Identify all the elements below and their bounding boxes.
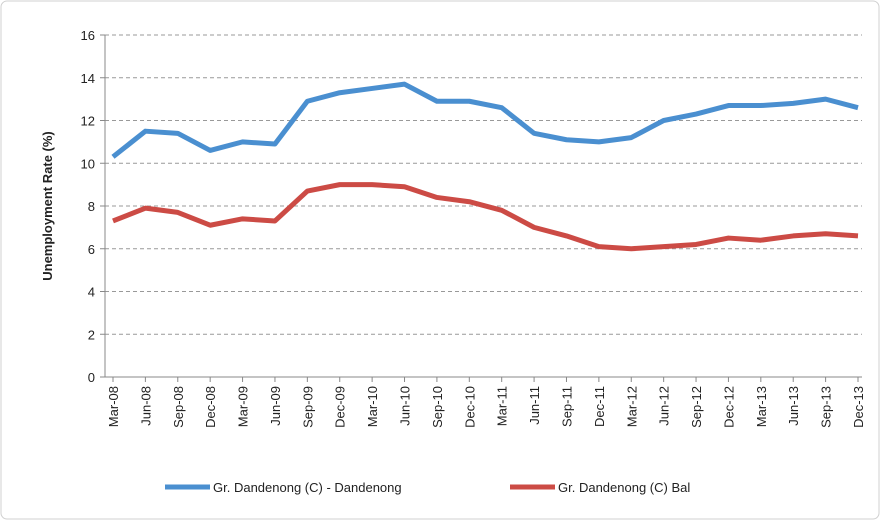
x-tick-label: Sep-11 bbox=[559, 386, 574, 427]
y-tick-label: 6 bbox=[88, 242, 95, 257]
legend-label: Gr. Dandenong (C) Bal bbox=[558, 480, 690, 495]
line-series bbox=[112, 182, 859, 252]
x-tick-label: Mar-13 bbox=[754, 386, 769, 427]
x-tick-label: Jun-11 bbox=[527, 386, 542, 425]
x-tick-label: Sep-10 bbox=[430, 386, 445, 428]
x-tick-label: Mar-12 bbox=[624, 386, 639, 427]
x-tick-label: Dec-12 bbox=[721, 386, 736, 428]
x-tick-label: Mar-10 bbox=[365, 386, 380, 427]
y-tick-label: 12 bbox=[81, 114, 95, 129]
x-tick-label: Mar-08 bbox=[106, 386, 121, 427]
x-tick-label: Sep-09 bbox=[300, 386, 315, 428]
x-tick-label: Jun-09 bbox=[268, 386, 283, 426]
y-tick-label: 14 bbox=[81, 71, 95, 86]
x-tick-label: Sep-12 bbox=[689, 386, 704, 428]
x-tick-label: Jun-13 bbox=[786, 386, 801, 426]
x-tick-label: Dec-09 bbox=[333, 386, 348, 428]
x-tick-label: Jun-08 bbox=[138, 386, 153, 426]
x-tick-label: Mar-09 bbox=[236, 386, 251, 427]
line-series bbox=[111, 81, 859, 159]
y-tick-label: 10 bbox=[81, 156, 95, 171]
y-tick-label: 0 bbox=[88, 370, 95, 385]
x-tick-label: Dec-11 bbox=[592, 386, 607, 427]
y-tick-label: 16 bbox=[81, 28, 95, 43]
x-tick-label: Dec-13 bbox=[851, 386, 866, 428]
x-tick-label: Jun-12 bbox=[657, 386, 672, 426]
x-tick-label: Dec-10 bbox=[462, 386, 477, 428]
y-axis-label: Unemployment Rate (%) bbox=[40, 131, 55, 281]
x-tick-label: Jun-10 bbox=[398, 386, 413, 426]
x-tick-label: Sep-13 bbox=[819, 386, 834, 428]
x-tick-label: Sep-08 bbox=[171, 386, 186, 428]
y-tick-label: 2 bbox=[88, 327, 95, 342]
legend-label: Gr. Dandenong (C) - Dandenong bbox=[213, 480, 402, 495]
x-tick-label: Dec-08 bbox=[203, 386, 218, 428]
y-tick-label: 8 bbox=[88, 199, 95, 214]
y-tick-label: 4 bbox=[88, 285, 95, 300]
x-tick-label: Mar-11 bbox=[495, 386, 510, 426]
